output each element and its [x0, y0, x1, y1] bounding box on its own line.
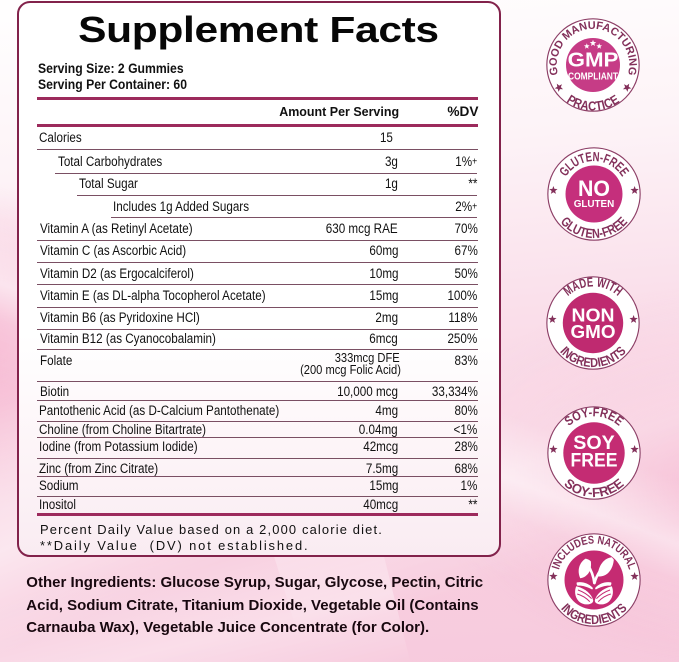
svg-text:GMP: GMP	[568, 50, 619, 72]
svg-text:COMPLIANT: COMPLIANT	[568, 71, 619, 82]
svg-text:FREE: FREE	[570, 449, 617, 471]
svg-text:SOY: SOY	[573, 431, 615, 453]
svg-text:NO: NO	[578, 176, 610, 201]
svg-text:NON: NON	[572, 305, 615, 326]
svg-text:GMO: GMO	[571, 321, 616, 342]
svg-text:GLUTEN: GLUTEN	[573, 199, 614, 210]
svg-text:PRACTICE: PRACTICE	[564, 92, 621, 114]
